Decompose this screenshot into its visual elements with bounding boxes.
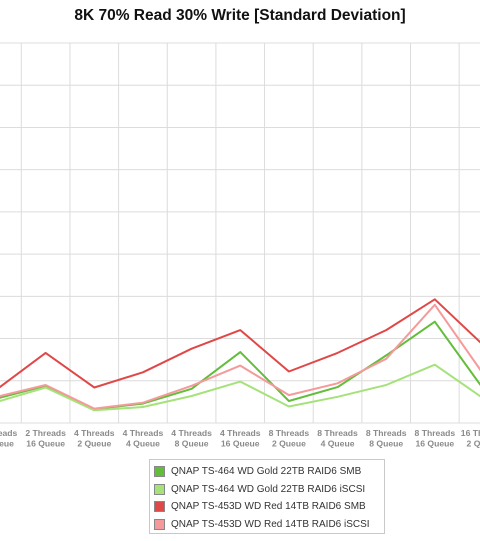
x-tick-label: 4 Threads 4 Queue (123, 428, 164, 449)
legend-label: QNAP TS-464 WD Gold 22TB RAID6 SMB (171, 466, 362, 478)
x-tick-label: 8 Threads 8 Queue (366, 428, 407, 449)
series-line-3 (0, 298, 480, 389)
x-tick-label: 4 Threads 16 Queue (220, 428, 261, 449)
legend-label: QNAP TS-453D WD Red 14TB RAID6 SMB (171, 501, 366, 513)
legend-swatch (154, 483, 165, 495)
series-line-4 (0, 303, 480, 410)
legend-swatch (154, 501, 165, 513)
legend: QNAP TS-464 WD Gold 22TB RAID6 SMB QNAP T… (149, 459, 385, 534)
chart-title: 8K 70% Read 30% Write [Standard Deviatio… (74, 7, 406, 24)
legend-label: QNAP TS-464 WD Gold 22TB RAID6 iSCSI (171, 483, 366, 495)
legend-item[interactable]: QNAP TS-453D WD Red 14TB RAID6 SMB (154, 498, 384, 516)
x-tick-label: 2 Threads 16 Queue (25, 428, 66, 449)
x-tick-label: 8 Threads 4 Queue (317, 428, 358, 449)
x-tick-label: 8 Threads 16 Queue (415, 428, 456, 449)
legend-item[interactable]: QNAP TS-464 WD Gold 22TB RAID6 SMB (154, 463, 384, 481)
legend-swatch (154, 518, 165, 530)
x-tick-label: 4 Threads 2 Queue (74, 428, 115, 449)
legend-label: QNAP TS-453D WD Red 14TB RAID6 iSCSI (171, 518, 370, 530)
legend-item[interactable]: QNAP TS-464 WD Gold 22TB RAID6 iSCSI (154, 481, 384, 499)
series-lines (0, 298, 480, 412)
legend-item[interactable]: QNAP TS-453D WD Red 14TB RAID6 iSCSI (154, 516, 384, 534)
series-line-2 (0, 363, 480, 412)
x-tick-label: 8 Threads 2 Queue (269, 428, 310, 449)
x-tick-label: 4 Threads 8 Queue (171, 428, 212, 449)
legend-swatch (154, 466, 165, 478)
